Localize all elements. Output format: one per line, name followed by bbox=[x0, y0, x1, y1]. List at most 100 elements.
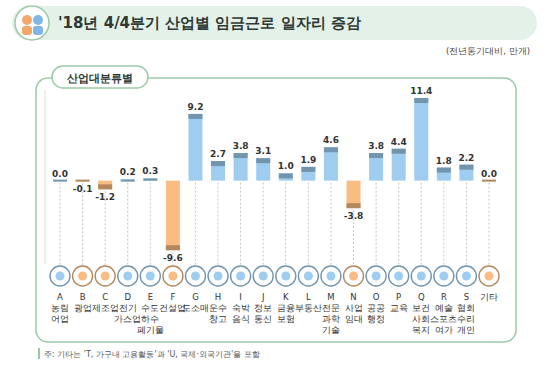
guide-line bbox=[263, 183, 264, 265]
note: 주: 기타는 'T, 가구내 고용활동'과 'U, 국제·외국기관'을 포함 bbox=[44, 350, 260, 359]
bar-cap bbox=[53, 180, 67, 182]
category-label: 농림어업 bbox=[51, 303, 69, 324]
guide-line bbox=[195, 183, 196, 265]
subtitle: (전년동기대비, 만개) bbox=[446, 46, 530, 56]
category-label: 도소매 bbox=[182, 303, 209, 313]
category-code: L bbox=[306, 292, 311, 302]
category-label-line: 기술 bbox=[322, 325, 340, 335]
category-icon bbox=[73, 266, 93, 286]
bar-cap bbox=[279, 173, 293, 178]
panel-label: 산업대분류별 bbox=[67, 72, 133, 85]
category-icon bbox=[208, 266, 228, 286]
guide-line bbox=[308, 183, 309, 265]
bar bbox=[482, 180, 496, 181]
data-label: 3.1 bbox=[255, 146, 271, 156]
category-label-line: 어업 bbox=[51, 314, 69, 324]
bar bbox=[121, 179, 135, 180]
category-icon-glyph bbox=[236, 272, 245, 281]
bar-cap bbox=[414, 98, 428, 103]
category-label: 교육 bbox=[390, 303, 408, 313]
bar bbox=[279, 173, 293, 180]
data-label: 3.8 bbox=[233, 141, 249, 151]
category-icon-glyph bbox=[259, 272, 268, 281]
data-label: -1.2 bbox=[95, 192, 115, 202]
bars bbox=[53, 98, 496, 250]
category-icon-glyph bbox=[417, 272, 426, 281]
category-label-line: 기타 bbox=[480, 292, 498, 302]
bar-cap bbox=[166, 245, 180, 250]
guide-line bbox=[105, 191, 106, 265]
value-axis bbox=[45, 90, 46, 264]
data-label: 9.2 bbox=[187, 102, 203, 112]
category-icon-glyph bbox=[168, 272, 177, 281]
category-icon-glyph bbox=[146, 272, 155, 281]
bar-cap bbox=[347, 203, 361, 208]
data-label: 1.0 bbox=[278, 161, 294, 171]
category-label-line: 가스업 bbox=[114, 314, 141, 324]
bar bbox=[324, 147, 338, 180]
bar-cap bbox=[369, 153, 383, 158]
category-icon-glyph bbox=[394, 272, 403, 281]
category-label-line: 스포츠 bbox=[430, 314, 457, 324]
bar-cap bbox=[234, 153, 248, 158]
category-icon bbox=[456, 266, 476, 286]
category-code: I bbox=[239, 292, 242, 302]
category-icon bbox=[276, 266, 296, 286]
category-label: 협회수리개인 bbox=[457, 303, 475, 335]
guide-line bbox=[285, 183, 286, 265]
category-icon bbox=[389, 266, 409, 286]
category-label-line: 광업 bbox=[74, 303, 92, 313]
data-label: 0.0 bbox=[481, 169, 497, 179]
bar-cap bbox=[392, 149, 406, 154]
bar-cap bbox=[437, 168, 451, 173]
bar-cap bbox=[482, 180, 496, 182]
category-label-line: 임대 bbox=[345, 314, 363, 324]
category-label-line: 공공 bbox=[367, 303, 385, 313]
data-label: -9.6 bbox=[163, 253, 183, 263]
guide-line bbox=[218, 183, 219, 265]
bar bbox=[143, 178, 157, 180]
category-label: 운수창고 bbox=[209, 303, 227, 324]
category-label: 공공행정 bbox=[367, 303, 385, 324]
category-label-line: 금융 bbox=[277, 303, 295, 313]
data-label: 1.9 bbox=[300, 155, 316, 165]
category-code: R bbox=[441, 292, 447, 302]
guide-line bbox=[150, 183, 151, 265]
category-code: G bbox=[192, 292, 199, 302]
category-label: 정보통신 bbox=[254, 303, 272, 324]
category-label-line: 보건 bbox=[412, 303, 430, 313]
guide-line bbox=[82, 183, 83, 265]
category-icon-glyph bbox=[214, 272, 223, 281]
category-label-line: 예술 bbox=[435, 303, 453, 313]
category-label-line: 농림 bbox=[51, 303, 69, 313]
category-icon bbox=[298, 266, 318, 286]
guides bbox=[60, 183, 489, 265]
data-label: 2.7 bbox=[210, 149, 226, 159]
category-icon bbox=[95, 266, 115, 286]
category-code: M bbox=[327, 292, 334, 302]
bar bbox=[347, 181, 361, 209]
category-code: F bbox=[170, 292, 175, 302]
category-icon-glyph bbox=[326, 272, 335, 281]
category-icon-glyph bbox=[281, 272, 290, 281]
title: '18년 4/4분기 산업별 임금근로 일자리 증감 bbox=[58, 14, 361, 32]
bar-cap bbox=[459, 165, 473, 170]
chart: '18년 4/4분기 산업별 임금근로 일자리 증감 (전년동기대비, 만개) 산업… bbox=[0, 0, 549, 366]
note-marker bbox=[38, 348, 40, 359]
bar-cap bbox=[301, 167, 315, 172]
category-icon bbox=[118, 266, 138, 286]
bar-cap bbox=[324, 147, 338, 152]
category-code: J bbox=[261, 292, 265, 302]
category-label: 사업임대 bbox=[345, 303, 363, 324]
category-label-line: 사업 bbox=[345, 303, 363, 313]
category-label: 제조업 bbox=[92, 303, 119, 313]
category-icon-glyph bbox=[439, 272, 448, 281]
category-label-line: 보험 bbox=[277, 314, 295, 324]
category-label: 보건사회복지 bbox=[412, 303, 430, 335]
guide-line bbox=[376, 183, 377, 265]
category-code: H bbox=[215, 292, 221, 302]
data-label: 4.4 bbox=[391, 137, 407, 147]
category-label-line: 과학 bbox=[322, 314, 340, 324]
category-code: Q bbox=[418, 292, 425, 302]
header-icon-person bbox=[33, 15, 43, 25]
